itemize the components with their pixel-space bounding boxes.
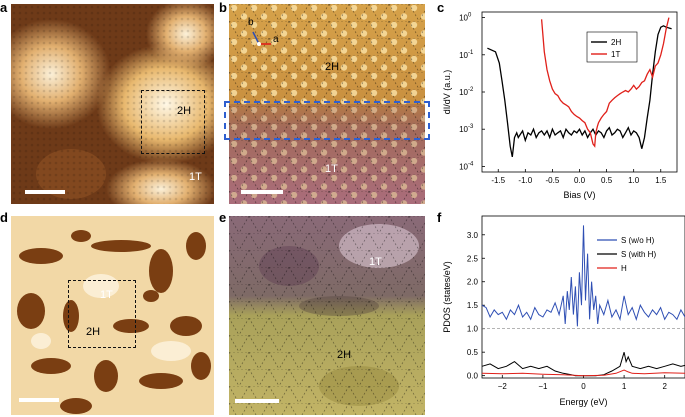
panel-a-2h-label: 2H bbox=[177, 105, 192, 117]
panel-c-ytick-label: 10 bbox=[459, 14, 468, 23]
panel-c-ytick-label: 10 bbox=[459, 88, 468, 97]
panel-b-label: b bbox=[219, 0, 227, 15]
panel-c-legend-label: 1T bbox=[611, 50, 620, 59]
panel-b-vector-b: b bbox=[248, 17, 254, 28]
panel-c-ytick-exponent: -4 bbox=[468, 161, 474, 167]
panel-c-xtick-label: -1.0 bbox=[518, 176, 532, 185]
panel-c-ytick-label: 10 bbox=[459, 51, 468, 60]
panel-a-label: a bbox=[0, 0, 8, 15]
panel-e-2h-label: 2H bbox=[337, 349, 352, 361]
panel-c-ytick-label: 10 bbox=[459, 125, 468, 134]
panel-f-legend: S (w/o H) S (with H) H bbox=[597, 236, 656, 273]
panel-f-ytick-label: 3.0 bbox=[467, 231, 479, 240]
panel-c-xtick-label: 1.0 bbox=[628, 176, 640, 185]
panel-c-label: c bbox=[437, 0, 445, 15]
panel-c-xtick-label: -0.5 bbox=[546, 176, 560, 185]
panel-a-1t-label: 1T bbox=[189, 171, 202, 183]
panel-f-xtick-label: 1 bbox=[622, 382, 627, 391]
panel-f-xtick-label: 0 bbox=[581, 382, 586, 391]
panel-c-ytick-label: 10 bbox=[459, 162, 468, 171]
panel-c-xtick-label: -1.5 bbox=[491, 176, 505, 185]
panel-f-yaxis-title: PDOS (states/eV) bbox=[442, 261, 452, 333]
panel-c-ytick-exponent: -2 bbox=[468, 87, 474, 93]
panel-e-label: e bbox=[219, 210, 227, 225]
panel-c-ytick-exponent: -1 bbox=[468, 50, 474, 56]
panel-f-legend-label: S (with H) bbox=[621, 250, 656, 259]
panel-a-zoom-box bbox=[141, 90, 205, 154]
panel-d-zoom-box bbox=[68, 280, 136, 348]
panel-f-ytick-label: 2.5 bbox=[467, 254, 479, 263]
panel-f-ytick-label: 2.0 bbox=[467, 278, 479, 287]
panel-c-xtick-label: 0.0 bbox=[574, 176, 586, 185]
panel-f-ytick-label: 0.5 bbox=[467, 348, 479, 357]
panel-e-scale-bar bbox=[235, 399, 279, 403]
panel-d-1t-label: 1T bbox=[100, 289, 113, 301]
panel-c-ytick-exponent: -3 bbox=[468, 124, 474, 130]
panel-b-stm-image: a b 2H 1T bbox=[229, 4, 425, 204]
panel-c-xaxis-title: Bias (V) bbox=[563, 190, 595, 200]
panel-f-legend-label: S (w/o H) bbox=[621, 236, 655, 245]
panel-e-stm-image: 1T 2H bbox=[229, 216, 425, 415]
panel-c-chart: -1.5 -1.0 -0.5 0.0 0.5 1.0 1.510-410-310-210-1… bbox=[442, 11, 678, 200]
panel-c-series-2h bbox=[487, 25, 672, 158]
panel-c-legend-box bbox=[586, 31, 638, 63]
panel-c-ytick-exponent: 0 bbox=[468, 13, 472, 19]
panel-e-1t-label: 1T bbox=[369, 256, 382, 268]
panel-f-xtick-label: −2 bbox=[498, 382, 508, 391]
panel-f-ytick-label: 0.0 bbox=[467, 372, 479, 381]
panel-c-axes-frame bbox=[481, 11, 678, 173]
panel-f-series-s-with-h bbox=[481, 352, 685, 377]
panel-b-2h-label: 2H bbox=[325, 61, 340, 73]
panel-f-legend-label: H bbox=[621, 264, 627, 273]
panel-d-scale-bar bbox=[19, 398, 59, 402]
panel-b-scale-bar bbox=[241, 190, 283, 194]
panel-d-2h-label: 2H bbox=[86, 326, 101, 338]
panel-a-stm-image: 2H 1T bbox=[11, 4, 214, 204]
panel-c-xtick-label: 0.5 bbox=[601, 176, 613, 185]
panel-b-boundary-box bbox=[224, 101, 430, 140]
panel-f-ytick-label: 1.5 bbox=[467, 301, 479, 310]
panel-c-legend-label: 2H bbox=[611, 38, 621, 47]
panel-b-vector-a: a bbox=[273, 34, 279, 45]
panel-a-scale-bar bbox=[25, 190, 65, 194]
panel-f-xtick-label: −1 bbox=[538, 382, 548, 391]
panel-d-label: d bbox=[0, 210, 8, 225]
panel-f-series-s-w-o-h bbox=[481, 225, 685, 327]
panel-f-series-h bbox=[481, 369, 685, 377]
panel-f-ytick-label: 1.0 bbox=[467, 325, 479, 334]
panel-c-yaxis-title: dI/dV (a.u.) bbox=[442, 70, 452, 115]
panel-f-chart: −2 −1 0 1 20.00.51.01.52.02.53.0S (w/o H)S (… bbox=[442, 215, 685, 407]
panel-f-xaxis-title: Energy (eV) bbox=[559, 397, 607, 407]
panel-d-stm-image: 1T 2H bbox=[11, 216, 214, 415]
panel-c-series-1t bbox=[540, 17, 670, 148]
panel-c-xtick-label: 1.5 bbox=[655, 176, 667, 185]
panel-f-xtick-label: 2 bbox=[662, 382, 667, 391]
panel-b-1t-label: 1T bbox=[325, 163, 338, 175]
panel-f-label: f bbox=[437, 210, 442, 225]
